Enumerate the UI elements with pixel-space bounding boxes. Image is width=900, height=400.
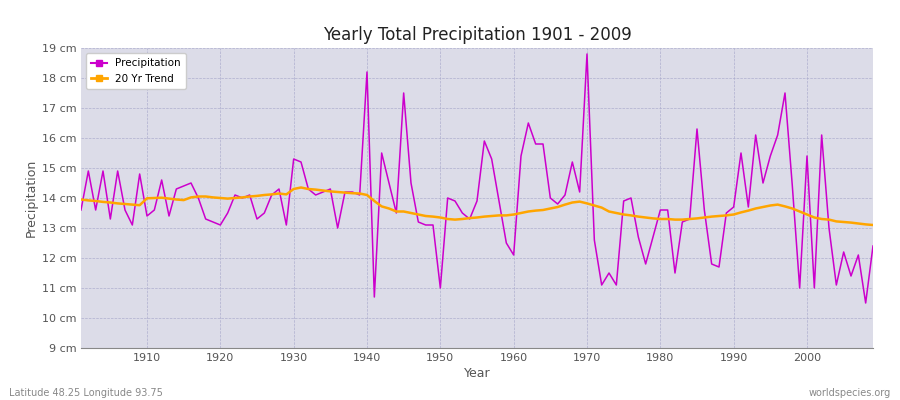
Title: Yearly Total Precipitation 1901 - 2009: Yearly Total Precipitation 1901 - 2009: [322, 26, 632, 44]
Legend: Precipitation, 20 Yr Trend: Precipitation, 20 Yr Trend: [86, 53, 186, 89]
X-axis label: Year: Year: [464, 367, 490, 380]
Y-axis label: Precipitation: Precipitation: [24, 159, 37, 237]
Text: Latitude 48.25 Longitude 93.75: Latitude 48.25 Longitude 93.75: [9, 388, 163, 398]
Text: worldspecies.org: worldspecies.org: [809, 388, 891, 398]
